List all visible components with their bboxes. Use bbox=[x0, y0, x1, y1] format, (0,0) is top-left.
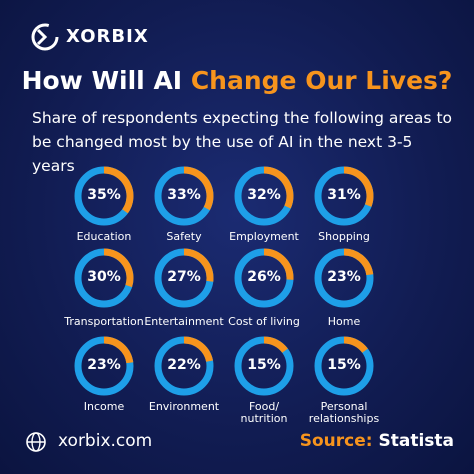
title-highlight: Change Our Lives? bbox=[190, 66, 453, 95]
value-label: 22% bbox=[167, 357, 201, 373]
donut-segment bbox=[103, 248, 134, 288]
source-label: Source: bbox=[299, 431, 373, 451]
donut-segment bbox=[343, 336, 368, 353]
category-label: Cost of living bbox=[228, 315, 300, 328]
value-label: 30% bbox=[87, 269, 121, 285]
donut-segment bbox=[183, 166, 214, 211]
category-label: Environment bbox=[148, 400, 220, 413]
donut-segment bbox=[343, 248, 374, 276]
donut-segment bbox=[343, 166, 374, 207]
donut-segment bbox=[183, 336, 213, 363]
category-label: Home bbox=[327, 315, 361, 328]
category-label: Entertainment bbox=[144, 315, 224, 328]
value-label: 15% bbox=[247, 357, 281, 373]
donut-segment bbox=[263, 248, 294, 280]
value-label: 35% bbox=[87, 187, 121, 203]
donut-segment bbox=[263, 336, 288, 353]
title-main: How Will AI bbox=[21, 66, 183, 95]
donut-segment bbox=[103, 166, 134, 214]
category-label: Employment bbox=[229, 230, 299, 243]
category-label: Personal relationships bbox=[308, 400, 380, 425]
value-label: 23% bbox=[327, 269, 361, 285]
category-label: Food/ nutrition bbox=[240, 400, 288, 425]
chart-title: How Will AI Change Our Lives? bbox=[0, 66, 474, 95]
value-label: 31% bbox=[327, 187, 361, 203]
source: Source: Statista bbox=[300, 431, 454, 451]
value-label: 26% bbox=[247, 269, 281, 285]
category-label: Safety bbox=[166, 230, 202, 243]
value-label: 27% bbox=[167, 269, 201, 285]
brand-logo bbox=[31, 23, 59, 51]
value-label: 15% bbox=[327, 357, 361, 373]
brand: XORBIX bbox=[66, 26, 149, 47]
value-label: 33% bbox=[167, 187, 201, 203]
category-label: Shopping bbox=[318, 230, 370, 243]
globe-icon bbox=[26, 432, 46, 452]
donut-segment bbox=[103, 336, 134, 364]
chart-subtitle: Share of respondents expecting the follo… bbox=[32, 109, 452, 175]
value-label: 32% bbox=[247, 187, 281, 203]
category-label: Education bbox=[76, 230, 132, 243]
donut-segment bbox=[263, 166, 294, 209]
website[interactable]: xorbix.com bbox=[58, 431, 153, 451]
source-name: Statista bbox=[378, 431, 454, 451]
value-label: 23% bbox=[87, 357, 121, 373]
category-label: Income bbox=[83, 400, 125, 413]
category-label: Transportation bbox=[64, 315, 144, 328]
donut-segment bbox=[183, 248, 214, 282]
